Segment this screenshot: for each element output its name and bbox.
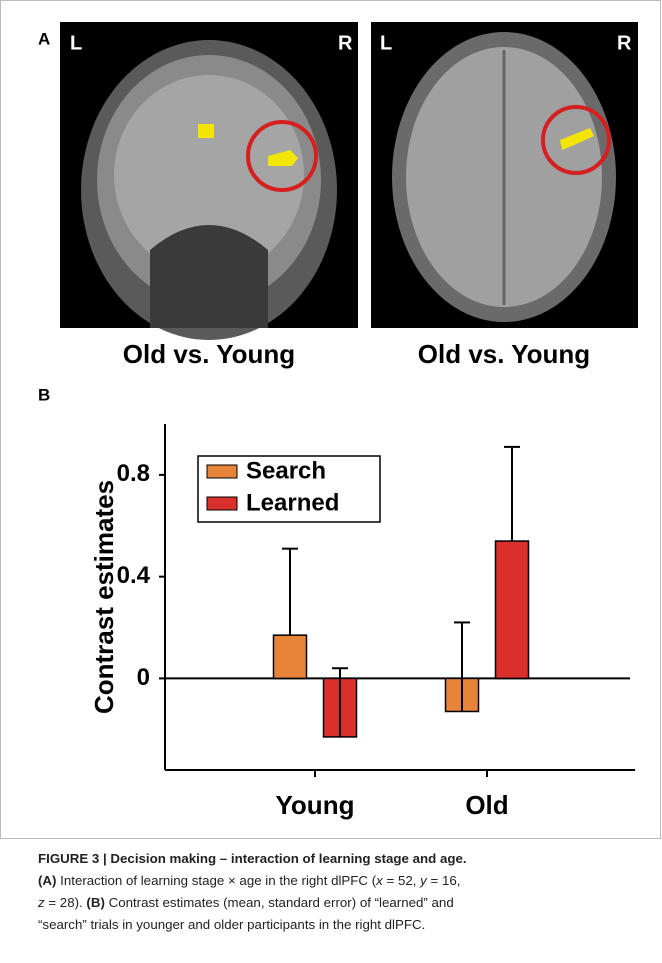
caption-part: = 52, xyxy=(382,873,421,888)
caption-part: = 28). xyxy=(44,895,87,910)
legend-swatch xyxy=(206,496,238,511)
caption-part: x xyxy=(376,873,383,888)
image-caption: Old vs. Young xyxy=(418,339,590,369)
brain-image xyxy=(371,22,638,328)
figure-frame xyxy=(0,0,661,839)
image-side-label: R xyxy=(617,32,632,54)
y-tick-label: 0.8 xyxy=(117,460,150,487)
caption-title: FIGURE 3 | Decision making – interaction… xyxy=(38,851,467,866)
caption-part: y xyxy=(420,873,427,888)
caption-part: “search” trials in younger and older par… xyxy=(38,917,426,932)
panel-label: B xyxy=(38,385,50,404)
legend-label: Learned xyxy=(246,489,339,516)
caption-part: (B) xyxy=(86,895,105,910)
bar xyxy=(272,634,308,680)
y-tick-label: 0.4 xyxy=(117,562,151,589)
y-axis-label: Contrast estimates xyxy=(89,480,119,714)
image-side-label: R xyxy=(338,32,353,54)
legend-label: Search xyxy=(246,457,326,484)
legend-swatch xyxy=(206,464,238,479)
caption-part: Interaction of learning stage × age in t… xyxy=(56,873,377,888)
figure-caption: FIGURE 3 | Decision making – interaction… xyxy=(38,848,648,936)
caption-part: (A) xyxy=(38,873,57,888)
panel-label: A xyxy=(38,29,50,48)
brain-image xyxy=(60,22,358,340)
image-side-label: L xyxy=(380,32,392,54)
bar xyxy=(494,540,530,680)
legend-box xyxy=(197,455,381,523)
y-tick-label: 0 xyxy=(137,664,150,691)
figure: A L R Old vs. Young L R Old vs. Young B … xyxy=(0,0,661,839)
x-tick-label: Old xyxy=(465,790,508,820)
caption-part: z xyxy=(38,895,45,910)
image-side-label: L xyxy=(70,32,82,54)
x-tick-label: Young xyxy=(276,790,355,820)
caption-part: = 16, xyxy=(426,873,461,888)
image-caption: Old vs. Young xyxy=(123,339,295,369)
caption-part: Contrast estimates (mean, standard error… xyxy=(104,895,454,910)
